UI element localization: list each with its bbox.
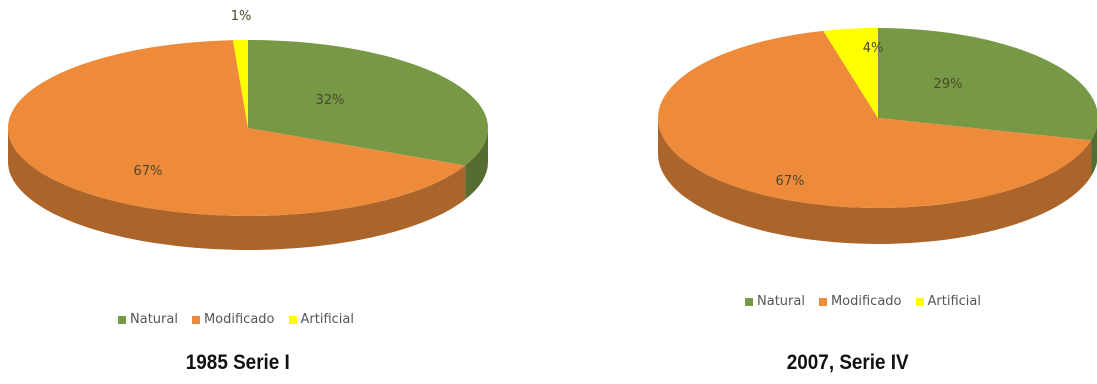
legend-item-modificado: Modificado: [818, 294, 902, 309]
legend-swatch-modificado: [191, 315, 200, 324]
slice-natural: [878, 28, 1097, 141]
pie-chart-1985-plot: 32% 67% 1%: [7, 9, 488, 251]
chart-caption: 2007, Serie IV: [786, 351, 909, 374]
data-label-artificial: 1%: [231, 9, 252, 24]
legend-swatch-modificado: [818, 297, 827, 306]
slice-artificial: [823, 28, 878, 118]
legend-label-modificado: Modificado: [830, 294, 902, 309]
pie-chart-1985: 32% 67% 1% Natural Modificado Artificial 1…: [0, 0, 500, 384]
legend-swatch-natural: [745, 297, 753, 306]
legend-item-natural: Natural: [745, 294, 805, 309]
slice-artificial: [232, 40, 248, 128]
data-label-artificial: 4%: [863, 41, 884, 56]
legend-swatch-natural: [118, 315, 126, 324]
legend-item-artificial: Artificial: [288, 312, 354, 327]
legend-item-artificial: Artificial: [915, 294, 981, 309]
legend-label-natural: Natural: [757, 294, 805, 309]
legend-label-artificial: Artificial: [300, 312, 354, 327]
pie-chart-2007: 29% 67% 4% Natural Modificado Artificial 2…: [630, 0, 1097, 384]
legend-swatch-artificial: [915, 297, 924, 306]
data-label-natural: 29%: [934, 77, 963, 92]
pie-chart-2007-plot: 29% 67% 4%: [658, 28, 1097, 244]
slice-side-natural: [465, 128, 488, 200]
legend-label-modificado: Modificado: [203, 312, 275, 327]
legend-swatch-artificial: [288, 315, 297, 324]
slice-natural: [248, 40, 488, 166]
legend-label-natural: Natural: [130, 312, 178, 327]
slice-modificado: [7, 40, 466, 217]
data-label-natural: 32%: [316, 93, 345, 108]
chart-caption: 1985 Serie I: [185, 351, 290, 374]
slice-side-natural: [1091, 126, 1097, 177]
data-label-modificado: 67%: [134, 164, 163, 179]
slice-side-modificado: [658, 118, 1092, 244]
slice-side-modificado: [8, 128, 466, 251]
chart-legend: Natural Modificado Artificial: [118, 312, 354, 327]
legend-item-natural: Natural: [118, 312, 178, 327]
data-label-modificado: 67%: [776, 174, 805, 189]
legend-item-modificado: Modificado: [191, 312, 275, 327]
slice-modificado: [658, 30, 1092, 208]
legend-label-artificial: Artificial: [927, 294, 981, 309]
chart-legend: Natural Modificado Artificial: [745, 294, 981, 309]
